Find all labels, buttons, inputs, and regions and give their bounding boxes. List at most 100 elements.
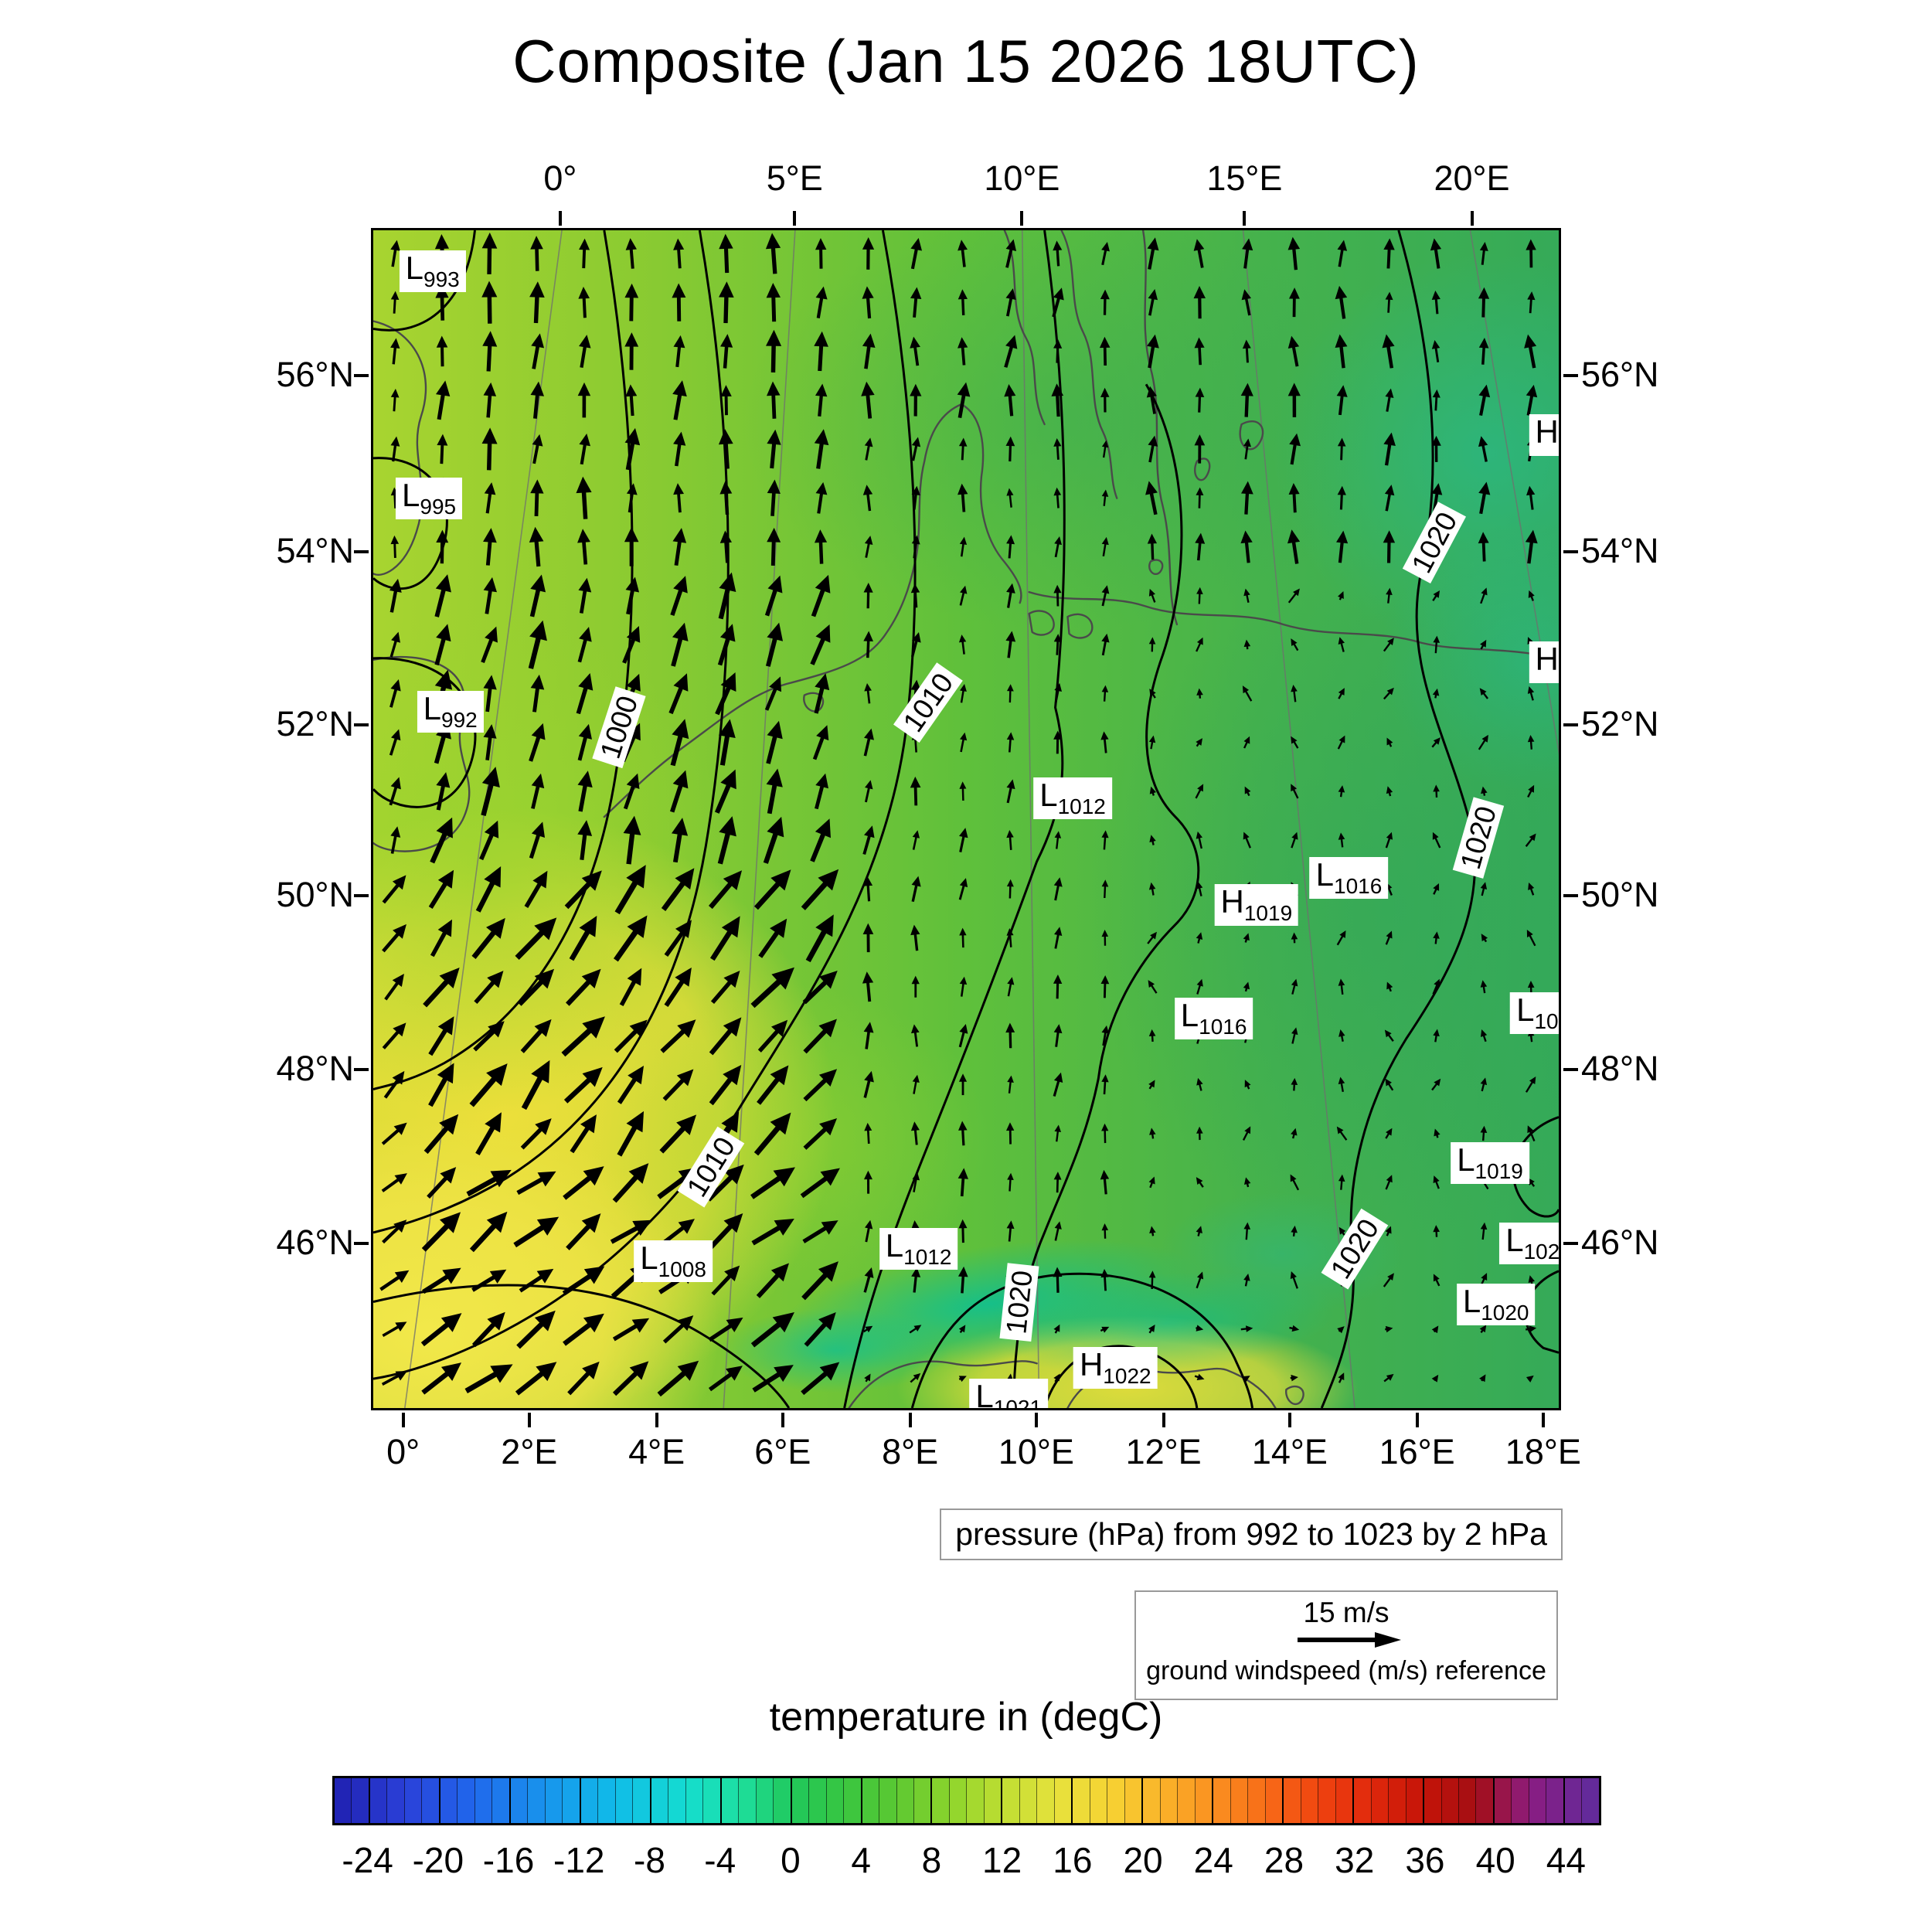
- colorbar-segment: [932, 1778, 950, 1823]
- colorbar-segment: [1248, 1778, 1266, 1823]
- axis-tick-bottom: [908, 1413, 912, 1427]
- axis-tick-label-top: 20°E: [1434, 158, 1510, 198]
- colorbar-segment: [1002, 1778, 1020, 1823]
- colorbar-segment: [335, 1778, 352, 1823]
- axis-tick-label-bottom: 8°E: [882, 1432, 939, 1471]
- pressure-center-letter: H: [1535, 641, 1559, 678]
- pressure-center-letter: H: [1079, 1346, 1104, 1383]
- pressure-center-label: H: [1529, 641, 1559, 684]
- colorbar-segment: [1054, 1778, 1073, 1823]
- axis-tick-left: [354, 723, 369, 726]
- axis-tick-bottom: [781, 1413, 784, 1427]
- colorbar-segment: [651, 1778, 669, 1823]
- colorbar-tick-label: -4: [704, 1840, 736, 1880]
- colorbar-segment: [404, 1778, 423, 1823]
- axis-tick-right: [1563, 550, 1578, 554]
- pressure-center-value: 993: [423, 267, 460, 292]
- pressure-center-label: L1021: [969, 1379, 1049, 1408]
- pressure-center-letter: L: [1505, 1221, 1524, 1258]
- colorbar-segment: [457, 1778, 475, 1823]
- pressure-center-letter: L: [885, 1227, 904, 1264]
- pressure-center-letter: L: [402, 477, 420, 514]
- colorbar-tick-label: 16: [1053, 1840, 1093, 1880]
- colorbar-segment: [774, 1778, 792, 1823]
- axis-tick-label-top: 0°: [543, 158, 577, 198]
- axis-tick-label-right: 48°N: [1581, 1049, 1659, 1089]
- colorbar-segment: [826, 1778, 845, 1823]
- colorbar-segment: [1494, 1778, 1512, 1823]
- pressure-center-label: L995: [396, 477, 463, 520]
- axis-tick-label-right: 50°N: [1581, 875, 1659, 915]
- wind-reference-speed: 15 m/s: [1303, 1597, 1389, 1628]
- axis-tick-label-right: 46°N: [1581, 1223, 1659, 1263]
- colorbar-segment: [791, 1778, 810, 1823]
- colorbar-tick-label: -20: [412, 1840, 464, 1880]
- colorbar-segment: [1335, 1778, 1355, 1823]
- axis-tick-right: [1563, 894, 1578, 898]
- colorbar-segment: [879, 1778, 897, 1823]
- axis-tick-bottom: [655, 1413, 658, 1427]
- colorbar-tick-label: 4: [851, 1840, 871, 1880]
- colorbar-segment: [580, 1778, 599, 1823]
- colorbar-tick-label: -24: [342, 1840, 393, 1880]
- pressure-center-value: 995: [420, 495, 457, 519]
- colorbar-segment: [739, 1778, 757, 1823]
- colorbar-tick-label: -12: [553, 1840, 605, 1880]
- colorbar-segment: [756, 1778, 774, 1823]
- axis-tick-bottom: [1541, 1413, 1545, 1427]
- pressure-center-label: L1016: [1309, 857, 1389, 900]
- axis-tick-label-right: 52°N: [1581, 703, 1659, 743]
- colorbar-segment: [1406, 1778, 1425, 1823]
- colorbar-segment: [1143, 1778, 1161, 1823]
- colorbar-segment: [1124, 1778, 1144, 1823]
- axis-tick-bottom: [1034, 1413, 1038, 1427]
- graticule: [404, 230, 1559, 1408]
- pressure-center-label: H1019: [1214, 884, 1299, 927]
- colorbar-segment: [352, 1778, 370, 1823]
- colorbar-segment: [492, 1778, 511, 1823]
- axis-tick-left: [354, 894, 369, 898]
- axis-tick-left: [354, 1068, 369, 1072]
- colorbar-segment: [615, 1778, 634, 1823]
- colorbar-segment: [474, 1778, 493, 1823]
- axis-tick-right: [1563, 723, 1578, 726]
- pressure-center-letter: L: [405, 250, 424, 287]
- colorbar-segment: [1459, 1778, 1477, 1823]
- colorbar-tick-label: 8: [921, 1840, 942, 1880]
- colorbar-segment: [1265, 1778, 1284, 1823]
- colorbar-segment: [1546, 1778, 1565, 1823]
- pressure-center-value: 992: [441, 708, 478, 733]
- colorbar-segment: [949, 1778, 968, 1823]
- colorbar-segment: [440, 1778, 458, 1823]
- colorbar-segment: [862, 1778, 880, 1823]
- colorbar-segment: [510, 1778, 529, 1823]
- colorbar-tick-label: 28: [1264, 1840, 1304, 1880]
- axis-tick-bottom: [1162, 1413, 1165, 1427]
- axis-tick-label-bottom: 10°E: [998, 1432, 1074, 1471]
- colorbar-tick-label: 12: [982, 1840, 1022, 1880]
- colorbar-segment: [896, 1778, 914, 1823]
- colorbar-segment: [809, 1778, 827, 1823]
- pressure-center-value: 1016: [1199, 1014, 1247, 1039]
- pressure-center-value: 102: [1523, 1239, 1559, 1264]
- axis-tick-bottom: [401, 1413, 405, 1427]
- pressure-center-letter: L: [640, 1239, 658, 1276]
- colorbar-segment: [1582, 1778, 1599, 1823]
- pressure-center-label: L993: [399, 250, 466, 293]
- axis-tick-top: [1020, 211, 1024, 226]
- colorbar-segment: [984, 1778, 1003, 1823]
- pressure-center-value: 1012: [903, 1245, 952, 1270]
- axis-tick-label-left: 50°N: [276, 875, 354, 915]
- axis-tick-label-top: 15°E: [1206, 158, 1283, 198]
- colorbar-segment: [1037, 1778, 1055, 1823]
- pressure-center-letter: L: [1516, 992, 1535, 1029]
- pressure-center-label: L1008: [634, 1240, 713, 1282]
- wind-vector-field: [379, 232, 1538, 1397]
- colorbar-segment: [1424, 1778, 1442, 1823]
- axis-tick-top: [558, 211, 562, 226]
- colorbar-segment: [1090, 1778, 1108, 1823]
- pressure-center-label: L1016: [1174, 997, 1253, 1039]
- colorbar-tick-label: 40: [1475, 1840, 1515, 1880]
- colorbar-segment: [844, 1778, 862, 1823]
- pressure-center-letter: L: [1039, 776, 1058, 813]
